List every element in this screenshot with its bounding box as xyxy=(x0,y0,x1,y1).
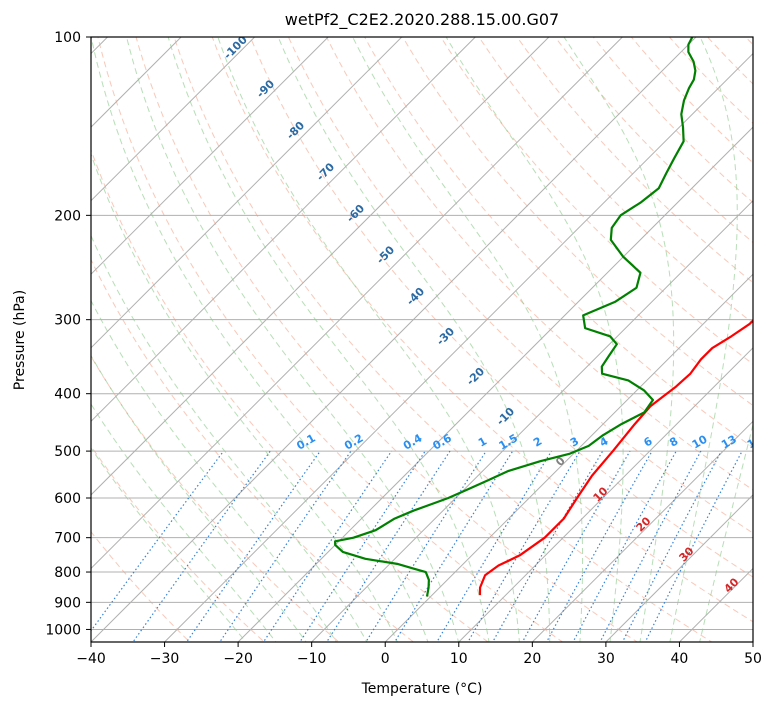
x-axis-title: Temperature (°C) xyxy=(361,681,483,697)
isotherm-line xyxy=(91,37,550,496)
dry-adiabat xyxy=(97,37,564,642)
x-tick-label: 0 xyxy=(381,651,390,667)
mixing-ratio-line xyxy=(599,450,702,642)
dry-adiabat xyxy=(135,37,639,642)
y-tick-label: 900 xyxy=(54,595,81,611)
mixing-ratio-line xyxy=(299,450,426,642)
dry-adiabat xyxy=(516,37,753,284)
dry-adiabat xyxy=(91,258,415,642)
mixing-ratio-line xyxy=(394,450,514,642)
mixing-ratio-line xyxy=(521,450,631,642)
mixing-ratio-line xyxy=(545,450,653,642)
y-tick-label: 300 xyxy=(54,313,81,329)
isotherm-line xyxy=(531,420,753,642)
isotherm-line xyxy=(384,273,753,642)
isotherm-line xyxy=(91,37,329,275)
mixing-ratio-line xyxy=(132,450,271,642)
mixing-ratio-line xyxy=(572,450,677,642)
y-tick-label: 800 xyxy=(54,565,81,581)
mixing-ratio-line xyxy=(365,450,487,642)
dry-adiabat xyxy=(173,37,713,642)
dry-adiabat xyxy=(249,37,753,578)
x-tick-label: 20 xyxy=(523,651,541,667)
isotherm-line xyxy=(91,37,476,423)
dry-adiabat xyxy=(325,37,753,491)
isotherm-line xyxy=(91,37,697,642)
mixing-ratio-line xyxy=(262,450,393,642)
x-tick-label: 30 xyxy=(597,651,615,667)
dry-adiabat xyxy=(91,531,191,642)
moist-adiabat xyxy=(445,37,624,642)
x-tick-label: 50 xyxy=(744,651,762,667)
y-tick-label: 400 xyxy=(54,387,81,403)
dry-adiabat xyxy=(91,355,340,642)
dewpoint-profile-line xyxy=(334,37,697,597)
isotherm-line xyxy=(91,37,403,349)
x-tick-label: 40 xyxy=(671,651,689,667)
x-tick-label: −30 xyxy=(150,651,180,667)
dry-adiabat xyxy=(211,37,753,623)
moist-adiabat xyxy=(277,37,551,642)
mixing-ratio-line xyxy=(326,450,451,642)
mixing-ratio-line xyxy=(219,450,352,642)
moist-adiabat xyxy=(91,299,338,642)
y-tick-label: 600 xyxy=(54,491,81,507)
x-tick-label: 10 xyxy=(450,651,468,667)
x-tick-label: −20 xyxy=(223,651,253,667)
dry-adiabat xyxy=(364,37,753,449)
moist-adiabat xyxy=(669,37,738,642)
dry-adiabat xyxy=(91,445,265,642)
moist-adiabat xyxy=(563,37,675,642)
x-axis: −40 −30 −20 −10 0 10 20 30 40 50 xyxy=(76,642,762,667)
mixing-ratio-line xyxy=(467,450,581,642)
y-tick-label: 1000 xyxy=(45,622,81,638)
plot-frame xyxy=(90,36,754,643)
plot-area: 0.10.20.40.611.52346810131620253036-100-… xyxy=(91,37,765,642)
mixing-ratio-label: 16 xyxy=(745,432,765,451)
isotherm-line xyxy=(458,347,753,642)
y-tick-label: 700 xyxy=(54,531,81,547)
isotherm-line xyxy=(164,52,753,642)
mixing-ratio-line xyxy=(491,450,604,642)
isotherm-line xyxy=(605,494,753,642)
y-axis-title: Pressure (hPa) xyxy=(12,290,28,390)
isotherm-line xyxy=(91,37,623,570)
x-tick-label: −40 xyxy=(76,651,106,667)
chart-title: wetPf2_C2E2.2020.288.15.00.G07 xyxy=(285,10,559,30)
x-tick-label: −10 xyxy=(297,651,327,667)
isotherm-line xyxy=(91,37,256,202)
y-tick-label: 500 xyxy=(54,444,81,460)
mixing-ratio-line xyxy=(91,450,225,632)
y-axis: 1000 900 800 700 600 500 400 300 200 100 xyxy=(45,30,91,638)
temperature-profile-line xyxy=(478,319,753,596)
moist-adiabat xyxy=(217,37,520,642)
moist-adiabat xyxy=(352,37,584,642)
dry-adiabat xyxy=(91,148,489,642)
dry-adiabat xyxy=(402,37,753,407)
moist-adiabat xyxy=(91,354,307,642)
y-tick-label: 200 xyxy=(54,208,81,224)
y-tick-label: 100 xyxy=(54,30,81,46)
mixing-ratio-line xyxy=(436,450,553,642)
